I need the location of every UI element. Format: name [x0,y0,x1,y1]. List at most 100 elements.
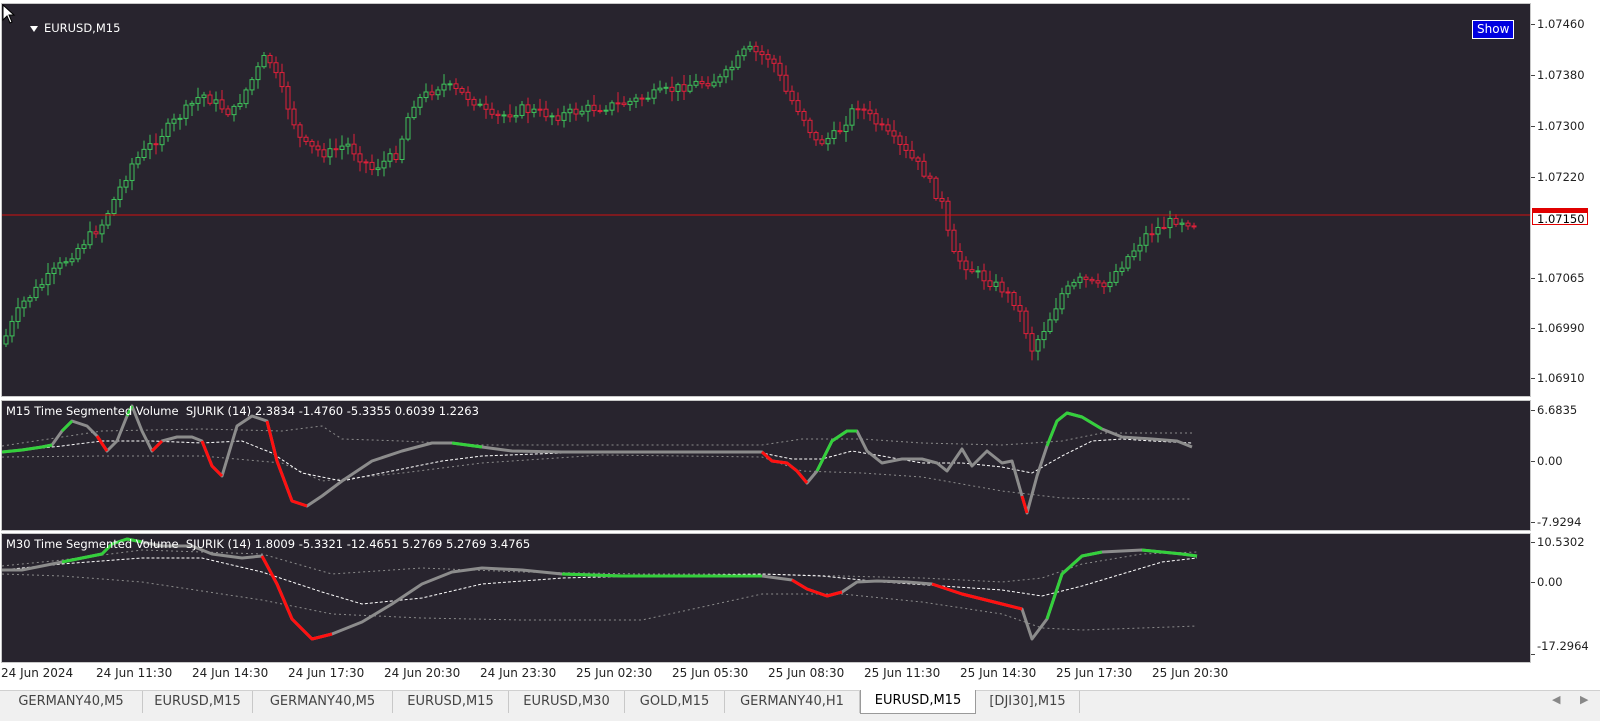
tab-germany40-m5[interactable]: GERMANY40,M5 [0,691,143,713]
tsv-colored-segment [2,443,53,454]
candle-body [1059,293,1065,310]
candle-body [243,89,249,105]
m30-tsv-plot[interactable] [2,534,1531,663]
candle-body [669,86,675,92]
candle-body [783,74,789,92]
candle-body [663,86,669,89]
candle-body [1017,304,1023,312]
time-label: 25 Jun 20:30 [1152,666,1229,680]
candle-body [1053,308,1059,321]
m15-tsv-plot[interactable] [2,401,1531,531]
tab-germany40-h1[interactable]: GERMANY40,H1 [725,691,860,713]
candle-body [201,94,207,99]
tsv-colored-segment [561,572,762,578]
candle-body [1005,291,1011,294]
candle-body [1167,217,1173,229]
tsv-colored-segment [61,537,143,564]
candle-body [435,89,441,96]
candle-body [651,89,657,99]
tab-eurusd-m15[interactable]: EURUSD,M15 [393,691,509,713]
axis-label: -7.9294 [1537,515,1582,529]
m30-indicator-axis[interactable]: 10.5302 0.00 -17.2964 [1531,533,1600,663]
candle-body [273,62,279,74]
candle-body [381,160,387,169]
candle-body [165,122,171,137]
candle-body [327,148,333,158]
candle-body [1065,285,1071,295]
candle-body [507,114,513,118]
candle-body [591,104,597,112]
candle-body [1113,271,1119,283]
candle-body [813,132,819,141]
candle-body [609,102,615,111]
candle-body [153,143,159,146]
candle-body [849,108,855,126]
m15-indicator-pane[interactable]: M15 Time Segmented Volume SJURIK (14) 2.… [1,400,1531,531]
time-label: 25 Jun 05:30 [672,666,749,680]
tab-dji30-m15[interactable]: [DJI30],M15 [976,691,1080,713]
tab-eurusd-m15-active[interactable]: EURUSD,M15 [860,690,976,714]
candlestick-chart[interactable] [2,4,1531,397]
candle-body [141,148,147,159]
candle-body [1029,333,1035,352]
time-label: 25 Jun 08:30 [768,666,845,680]
candle-body [795,100,801,112]
tab-germany40-m5[interactable]: GERMANY40,M5 [253,691,393,713]
m30-indicator-pane[interactable]: M30 Time Segmented Volume SJURIK (14) 1.… [1,533,1531,663]
tab-scroll-right-icon[interactable]: ▶ [1580,693,1589,706]
candle-body [777,62,783,76]
show-button[interactable]: Show [1472,20,1515,39]
candle-body [525,104,531,113]
tab-scroll-left-icon[interactable]: ◀ [1552,693,1561,706]
candle-body [27,297,33,302]
candle-body [807,119,813,134]
candle-body [45,273,51,286]
candle-body [417,97,423,108]
candle-body [675,84,681,92]
price-axis[interactable]: 1.07460 1.07380 1.07300 1.07220 1.07150 … [1531,3,1600,397]
axis-tick [1531,177,1535,178]
candle-body [939,197,945,202]
candle-body [291,108,297,126]
price-label: 1.07300 [1537,119,1585,133]
candle-body [21,300,27,309]
m15-indicator-axis[interactable]: 6.6835 0.00 -7.9294 [1531,400,1600,531]
price-chart-pane[interactable]: EURUSD,M15 Show [1,3,1531,397]
candle-body [483,103,489,110]
collapse-triangle-icon[interactable] [29,25,38,32]
candle-body [513,114,519,118]
candle-body [885,124,891,132]
candle-body [603,109,609,112]
candle-body [585,104,591,112]
current-price-badge: 1.07150 [1532,212,1588,226]
price-label: 1.07380 [1537,68,1585,82]
candle-body [567,108,573,114]
tab-gold-m15[interactable]: GOLD,M15 [625,691,725,713]
signal-line [2,557,1198,605]
candle-body [393,153,399,161]
candle-body [963,260,969,271]
time-label: 24 Jun 20:30 [384,666,461,680]
candle-body [1125,256,1131,269]
axis-label: -17.2964 [1537,639,1589,653]
candle-body [921,160,927,177]
chart-window[interactable]: EURUSD,M15 Show 1.07460 1.07380 1.07300 … [0,0,1600,690]
candle-body [279,72,285,88]
candle-body [657,87,663,91]
tsv-line [2,537,1198,641]
candle-body [999,281,1005,293]
candle-body [75,247,81,260]
candle-body [351,143,357,155]
symbol-title[interactable]: EURUSD,M15 [8,7,120,49]
candle-body [1077,276,1083,283]
tsv-colored-segment [260,555,333,641]
tab-eurusd-m15[interactable]: EURUSD,M15 [143,691,253,713]
candle-body [285,86,291,110]
candle-body [699,80,705,85]
candle-body [909,149,915,159]
candle-body [39,284,45,288]
tsv-colored-segment [931,582,1023,611]
candle-body [129,163,135,182]
candle-body [945,200,951,231]
tab-eurusd-m30[interactable]: EURUSD,M30 [509,691,625,713]
